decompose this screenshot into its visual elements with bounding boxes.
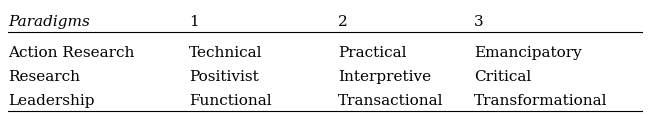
Text: Emancipatory: Emancipatory xyxy=(474,46,582,60)
Text: Positivist: Positivist xyxy=(189,70,259,83)
Text: Transactional: Transactional xyxy=(338,93,443,107)
Text: Technical: Technical xyxy=(189,46,263,60)
Text: Functional: Functional xyxy=(189,93,272,107)
Text: Leadership: Leadership xyxy=(8,93,94,107)
Text: Practical: Practical xyxy=(338,46,406,60)
Text: Interpretive: Interpretive xyxy=(338,70,431,83)
Text: 1: 1 xyxy=(189,15,199,29)
Text: 3: 3 xyxy=(474,15,484,29)
Text: Critical: Critical xyxy=(474,70,531,83)
Text: Paradigms: Paradigms xyxy=(8,15,90,29)
Text: Action Research: Action Research xyxy=(8,46,135,60)
Text: Transformational: Transformational xyxy=(474,93,607,107)
Text: Research: Research xyxy=(8,70,80,83)
Text: 2: 2 xyxy=(338,15,348,29)
